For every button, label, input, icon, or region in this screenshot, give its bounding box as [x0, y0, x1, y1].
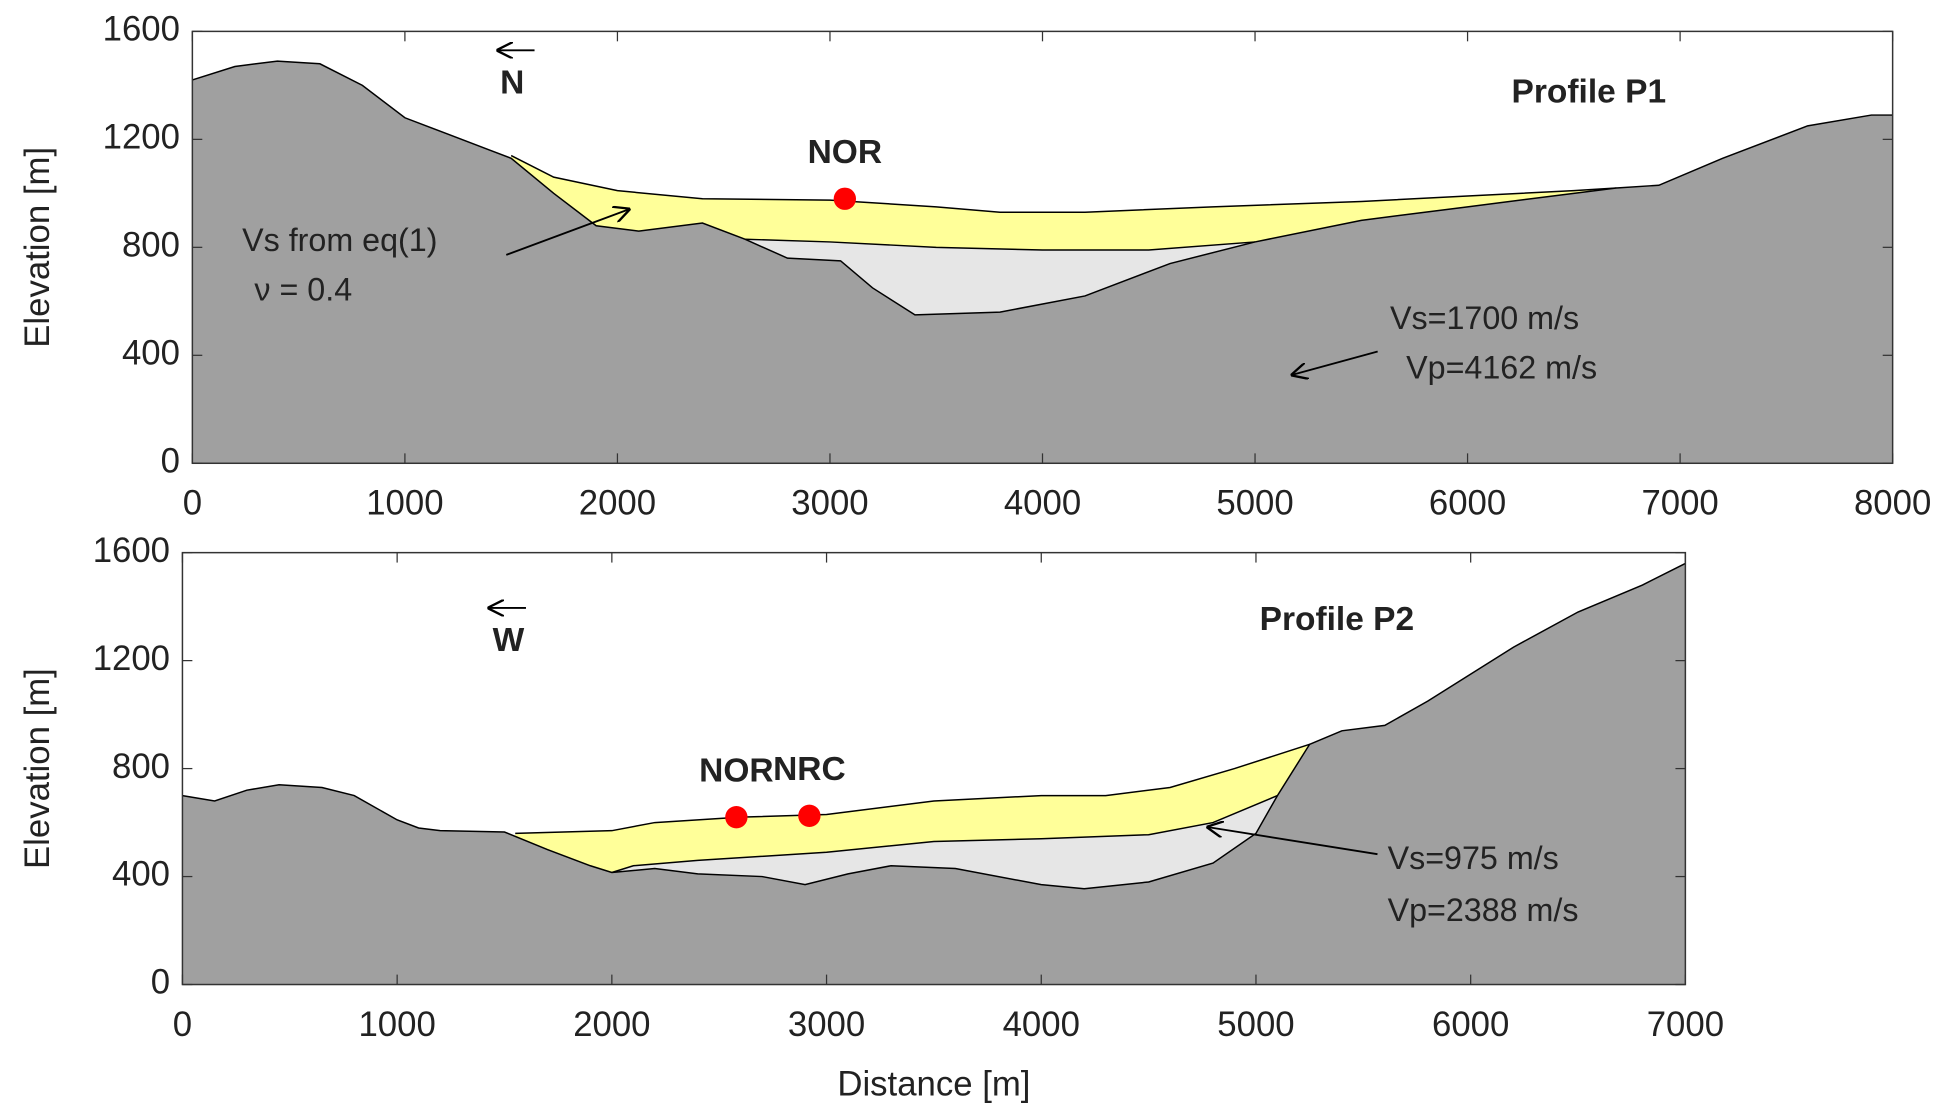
x-tick-label: 5000 — [1216, 485, 1293, 523]
station-label: NRC — [773, 751, 846, 788]
annotation: Profile P2 — [1260, 601, 1415, 638]
x-tick-label: 1000 — [358, 1006, 435, 1044]
y-tick-label: 0 — [161, 442, 180, 480]
layer-fill — [182, 563, 1686, 985]
x-tick-label: 3000 — [788, 1006, 865, 1044]
y-axis-label: Elevation [m] — [19, 147, 57, 348]
x-tick-label: 2000 — [579, 485, 656, 523]
station-label: NOR — [699, 752, 773, 789]
x-tick-label: 6000 — [1432, 1006, 1509, 1044]
station — [725, 806, 748, 829]
y-tick-label: 1200 — [103, 119, 180, 157]
annotation: N — [500, 65, 524, 102]
layer-boundary — [515, 743, 1310, 835]
x-tick-label: 7000 — [1641, 485, 1718, 523]
annotation: Vp=2388 m/s — [1388, 892, 1579, 928]
annotation: Vs=1700 m/s — [1390, 300, 1579, 336]
layer-fill — [192, 61, 1893, 464]
x-tick-label: 4000 — [1003, 1006, 1080, 1044]
x-tick-label: 5000 — [1217, 1006, 1294, 1044]
arrow — [505, 209, 630, 256]
x-tick-label: 4000 — [1004, 485, 1081, 523]
y-tick-label: 400 — [112, 856, 170, 894]
x-tick-label: 0 — [173, 1006, 192, 1044]
y-tick-label: 400 — [122, 334, 180, 372]
station-label: NOR — [808, 134, 882, 171]
x-tick-label: 2000 — [573, 1006, 650, 1044]
layer-boundary — [611, 794, 1278, 874]
y-tick-label: 1600 — [93, 532, 170, 570]
station — [833, 187, 857, 210]
annotation: W — [493, 622, 525, 659]
annotation: ν = 0.4 — [254, 272, 352, 308]
y-axis-label: Elevation [m] — [19, 668, 57, 869]
x-tick-label: 0 — [183, 485, 202, 523]
x-tick-label: 3000 — [791, 485, 868, 523]
y-tick-label: 1600 — [103, 11, 180, 49]
arrow — [1291, 350, 1378, 376]
annotation: Vs=975 m/s — [1388, 840, 1559, 876]
x-tick-label: 8000 — [1854, 485, 1931, 523]
y-tick-label: 800 — [122, 227, 180, 265]
x-tick-label: 1000 — [366, 485, 443, 523]
y-tick-label: 1200 — [93, 640, 170, 678]
arrow — [1206, 827, 1378, 856]
annotation: Profile P1 — [1512, 73, 1667, 110]
y-tick-label: 0 — [151, 964, 170, 1002]
x-tick-label: 7000 — [1647, 1006, 1724, 1044]
layer-boundary — [182, 562, 1686, 890]
station — [798, 804, 821, 827]
y-tick-label: 800 — [112, 748, 170, 786]
layer-boundary — [744, 238, 1256, 251]
x-axis-label: Distance [m] — [837, 1065, 1030, 1103]
annotation: Vp=4162 m/s — [1406, 350, 1597, 386]
x-tick-label: 6000 — [1429, 485, 1506, 523]
annotation: Vs from eq(1) — [242, 222, 437, 258]
layer-boundary — [510, 154, 1617, 213]
layer-boundary — [192, 60, 1893, 316]
